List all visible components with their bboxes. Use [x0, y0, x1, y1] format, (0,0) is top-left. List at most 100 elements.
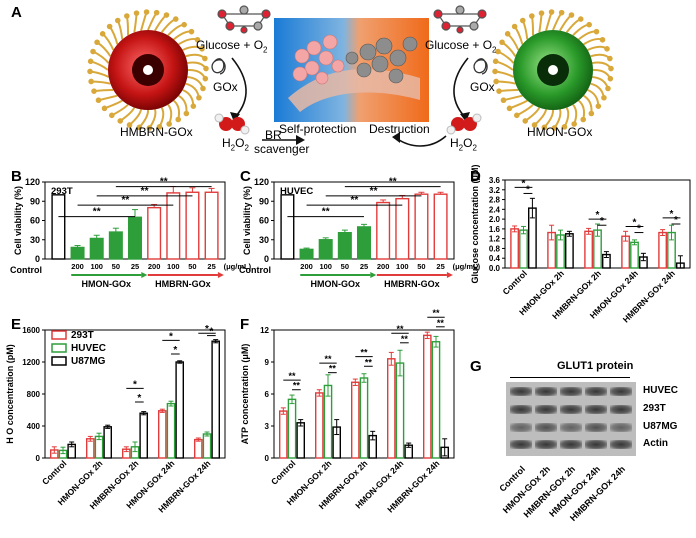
- bar: [211, 340, 221, 459]
- bar: [89, 237, 104, 260]
- blot-band: [510, 440, 532, 449]
- peg-end: [163, 12, 170, 18]
- y-tick-label: 3.6: [489, 176, 501, 185]
- peg-end: [87, 58, 94, 65]
- bar: [395, 197, 410, 260]
- blot-band: [535, 440, 557, 449]
- significance-mark: *: [596, 210, 600, 221]
- legend-swatch: [51, 330, 67, 340]
- peg-end: [136, 124, 143, 131]
- control-label: Control: [239, 265, 271, 275]
- y-tick-label: 120: [25, 177, 40, 187]
- peg-end: [493, 78, 499, 85]
- peg-end: [194, 36, 201, 43]
- blot-band: [510, 387, 532, 396]
- schematic-diagram: [87, 5, 614, 147]
- y-tick-label: 400: [27, 422, 41, 431]
- peg-end: [580, 116, 587, 123]
- y-tick-label: 60: [259, 216, 269, 226]
- peg-end: [593, 28, 600, 35]
- x-tick-label: 25: [436, 262, 444, 271]
- y-tick-label: 0.4: [489, 254, 501, 263]
- subscript: 2: [244, 143, 249, 153]
- peg-end: [114, 17, 121, 24]
- x-tick-label: 50: [417, 262, 425, 271]
- peg-end: [561, 124, 568, 130]
- peg-end: [607, 55, 613, 62]
- bar: [414, 193, 429, 260]
- x-tick-label: 200: [300, 262, 313, 271]
- peg-end: [607, 75, 614, 82]
- significance-mark: **: [351, 195, 359, 206]
- blot-title-line: [510, 377, 630, 378]
- peg-end: [568, 12, 575, 18]
- legend-swatch: [51, 356, 67, 366]
- peg-end: [124, 13, 130, 19]
- peg-end: [605, 85, 611, 92]
- peg-end: [183, 110, 190, 117]
- bar: [296, 422, 306, 459]
- y-tick-label: 1600: [22, 326, 40, 335]
- arrowhead-icon: [460, 112, 470, 122]
- legend-label: 293T: [71, 330, 94, 341]
- y-tick-label: 0.8: [489, 244, 501, 253]
- blot-band: [610, 423, 632, 432]
- significance-mark: **: [329, 364, 337, 374]
- bar: [147, 206, 162, 260]
- significance-mark: *: [670, 209, 674, 220]
- bar: [108, 231, 123, 260]
- x-tick-label: 25: [131, 262, 139, 271]
- h2o2-molecule-icon: [446, 113, 482, 135]
- reaction-arrow-left: [231, 57, 247, 117]
- hmbrn-gox-nanoparticle: [87, 9, 209, 131]
- significance-mark: *: [637, 224, 641, 235]
- panel-label-b: B: [11, 168, 22, 185]
- peg-end: [109, 112, 115, 119]
- peg-end: [106, 23, 113, 30]
- arrowhead-icon: [230, 112, 240, 122]
- peg-end: [88, 78, 94, 85]
- peg-end: [87, 68, 93, 75]
- nano-label-left: HMBRN-GOx: [120, 125, 193, 139]
- significance-mark: **: [401, 334, 409, 344]
- significance-mark: **: [389, 177, 397, 188]
- arrowhead-icon: [217, 272, 224, 278]
- peg-end: [101, 105, 108, 112]
- bar: [584, 230, 594, 269]
- legend-label: HUVEC: [71, 343, 106, 354]
- peg-end: [531, 122, 538, 128]
- peg-end: [499, 39, 505, 46]
- group-label: HMBRN-GOx: [384, 279, 440, 289]
- bar: [519, 229, 528, 269]
- y-tick-label: 3.2: [489, 186, 501, 195]
- blot-band: [560, 423, 582, 432]
- significance-mark: *: [674, 215, 678, 226]
- x-tick-label: Control: [269, 458, 297, 486]
- peg-end: [519, 17, 526, 24]
- bar: [157, 410, 167, 459]
- peg-end: [506, 105, 513, 112]
- bar: [395, 362, 405, 459]
- bar: [630, 241, 639, 269]
- x-tick-label: 100: [396, 262, 409, 271]
- subscript: 2: [263, 45, 268, 55]
- subscript: 2: [472, 143, 477, 153]
- br-label: BR: [265, 128, 282, 142]
- bar: [387, 358, 396, 459]
- x-tick-label: 50: [188, 262, 196, 271]
- arrowhead-icon: [370, 272, 377, 278]
- peg-end: [153, 9, 160, 16]
- panel-label-e: E: [11, 316, 22, 333]
- blot-band: [560, 405, 582, 414]
- y-tick-label: 30: [30, 235, 40, 245]
- blot-band: [610, 405, 632, 414]
- y-tick-label: 2.8: [489, 196, 501, 205]
- x-tick-label: 200: [377, 262, 390, 271]
- legend-swatch: [51, 343, 67, 353]
- y-tick-label: 60: [30, 216, 40, 226]
- bar: [204, 191, 219, 260]
- blot-row-label: Actin: [643, 438, 668, 449]
- peg-end: [599, 36, 606, 43]
- self-protection-label: Self-protection: [279, 122, 357, 136]
- peg-end: [604, 46, 610, 52]
